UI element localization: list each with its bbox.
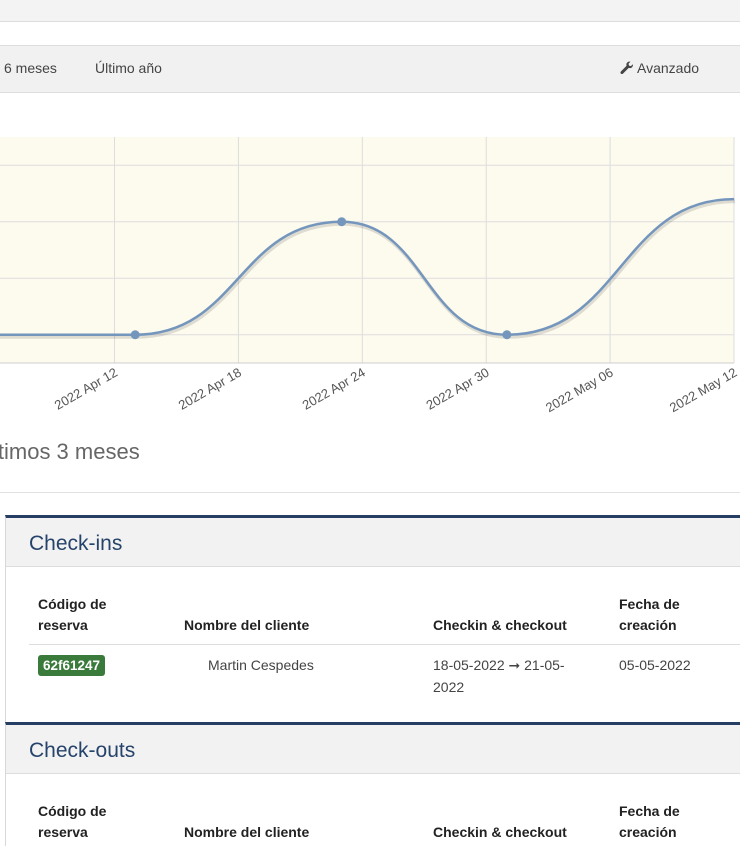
checkin-checkout-cell: 18-05-2022 ➞ 21-05- 2022 bbox=[433, 654, 565, 698]
col-header-created-line2: creación bbox=[619, 824, 677, 840]
created-date-cell: 05-05-2022 bbox=[619, 657, 691, 673]
x-tick-label: 2022 May 12 bbox=[667, 365, 740, 416]
x-tick-label: 2022 Apr 24 bbox=[300, 365, 368, 413]
col-header-booking-code-line2: reserva bbox=[38, 617, 88, 633]
section-divider bbox=[0, 492, 740, 493]
checkouts-panel-header: Check-outs bbox=[6, 725, 740, 774]
col-header-client-name: Nombre del cliente bbox=[184, 617, 310, 633]
col-header-booking-code: Código de reserva bbox=[38, 594, 106, 636]
x-tick-label: 2022 Apr 18 bbox=[176, 365, 244, 413]
booking-code-badge[interactable]: 62f61247 bbox=[38, 655, 106, 676]
col-header-booking-code: Código de reserva bbox=[38, 801, 106, 843]
x-tick-label: 2022 Apr 30 bbox=[423, 365, 491, 413]
client-name-cell: Martin Cespedes bbox=[208, 657, 314, 673]
data-point bbox=[130, 330, 140, 340]
advanced-label: Avanzado bbox=[637, 60, 700, 76]
x-tick-label: 2022 Apr 12 bbox=[52, 365, 120, 413]
range-6-months-button[interactable]: 6 meses bbox=[4, 60, 57, 76]
col-header-booking-code-line1: Código de bbox=[38, 803, 107, 819]
date-range-toolbar: 6 meses Último año Avanzado bbox=[0, 45, 740, 93]
checkin-checkout-line2: 2022 bbox=[433, 679, 465, 695]
col-header-created-line1: Fecha de bbox=[619, 596, 680, 612]
col-header-created-line2: creación bbox=[619, 617, 677, 633]
series-line-shadow bbox=[0, 199, 736, 339]
col-header-created-line1: Fecha de bbox=[619, 803, 680, 819]
checkins-title: Check-ins bbox=[29, 532, 123, 555]
data-point bbox=[337, 217, 347, 227]
wrench-icon bbox=[620, 61, 633, 75]
col-header-booking-code-line2: reserva bbox=[38, 824, 88, 840]
table-header-divider bbox=[29, 644, 740, 645]
checkins-panel: Check-ins Código de reserva Nombre del c… bbox=[5, 515, 740, 724]
col-header-checkin-checkout: Checkin & checkout bbox=[433, 617, 567, 633]
checkouts-title: Check-outs bbox=[29, 739, 136, 762]
top-bar bbox=[0, 0, 740, 22]
col-header-checkin-checkout: Checkin & checkout bbox=[433, 824, 567, 840]
advanced-button[interactable]: Avanzado bbox=[620, 60, 699, 76]
col-header-created-date: Fecha de creación bbox=[619, 801, 680, 843]
range-last-year-button[interactable]: Último año bbox=[95, 60, 162, 76]
x-tick-label: 2022 May 06 bbox=[543, 365, 616, 416]
col-header-client-name: Nombre del cliente bbox=[184, 824, 310, 840]
checkin-checkout-line1: 18-05-2022 ➞ 21-05- bbox=[433, 657, 565, 673]
checkouts-panel: Check-outs Código de reserva Nombre del … bbox=[5, 722, 740, 846]
plot-background bbox=[0, 137, 734, 363]
series-line bbox=[0, 197, 735, 337]
col-header-created-date: Fecha de creación bbox=[619, 594, 680, 636]
data-point bbox=[502, 330, 512, 340]
chart-title: ltimos 3 meses bbox=[0, 439, 140, 464]
checkins-panel-header: Check-ins bbox=[6, 518, 740, 567]
col-header-booking-code-line1: Código de bbox=[38, 596, 107, 612]
